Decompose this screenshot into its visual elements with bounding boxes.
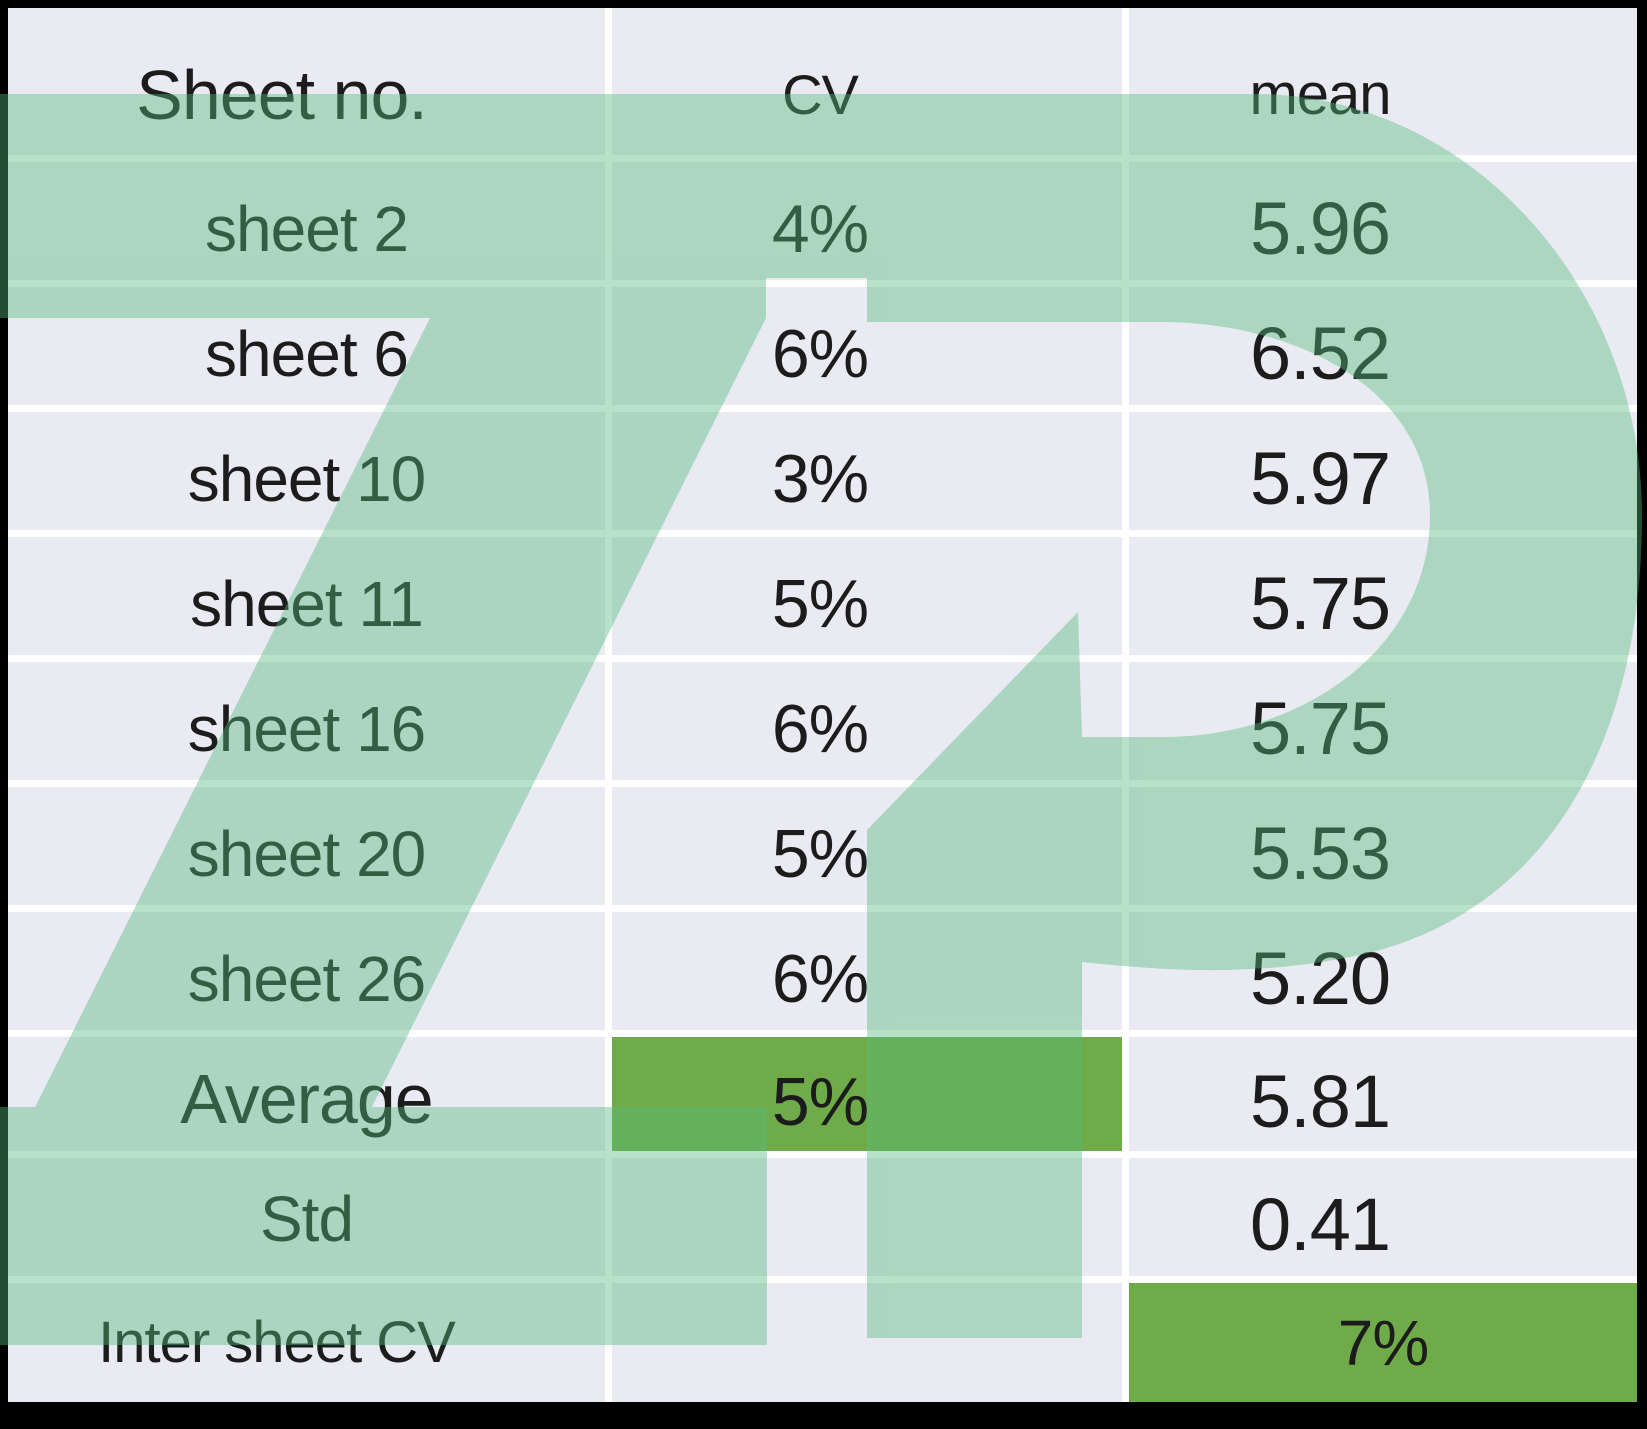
row-sheet26-label: sheet 26	[8, 912, 605, 1030]
header-sheet-no: Sheet no.	[8, 8, 605, 155]
row-average-mean: 5.81	[1129, 1037, 1637, 1151]
row-sheet2-cv: 4%	[612, 162, 1122, 280]
row-sheet20-cv: 5%	[612, 787, 1122, 905]
row-sheet10-label: sheet 10	[8, 412, 605, 530]
header-mean: mean	[1129, 8, 1637, 155]
row-intersheet-value-highlight: 7%	[1129, 1283, 1637, 1402]
header-cv: CV	[612, 8, 1122, 155]
row-sheet16-cv: 6%	[612, 662, 1122, 780]
results-table: Sheet no. CV mean sheet 2 4% 5.96 sheet …	[8, 8, 1637, 1402]
row-sheet11-mean: 5.75	[1129, 537, 1637, 655]
row-std-label: Std	[8, 1158, 605, 1276]
row-sheet16-label: sheet 16	[8, 662, 605, 780]
row-sheet2-label: sheet 2	[8, 162, 605, 280]
row-sheet26-cv: 6%	[612, 912, 1122, 1030]
row-intersheet-cv-empty	[612, 1283, 1122, 1402]
row-average-cv-highlight: 5%	[612, 1037, 1122, 1151]
row-std-cv-empty	[612, 1158, 1122, 1276]
row-sheet6-label: sheet 6	[8, 287, 605, 405]
row-average-label: Average	[8, 1037, 605, 1151]
row-sheet20-label: sheet 20	[8, 787, 605, 905]
row-sheet11-cv: 5%	[612, 537, 1122, 655]
row-std-mean: 0.41	[1129, 1158, 1637, 1276]
row-sheet26-mean: 5.20	[1129, 912, 1637, 1030]
row-sheet16-mean: 5.75	[1129, 662, 1637, 780]
row-sheet2-mean: 5.96	[1129, 162, 1637, 280]
row-sheet11-label: sheet 11	[8, 537, 605, 655]
row-sheet6-cv: 6%	[612, 287, 1122, 405]
row-sheet20-mean: 5.53	[1129, 787, 1637, 905]
row-sheet10-cv: 3%	[612, 412, 1122, 530]
row-intersheet-label: Inter sheet CV	[8, 1283, 605, 1402]
row-sheet10-mean: 5.97	[1129, 412, 1637, 530]
row-sheet6-mean: 6.52	[1129, 287, 1637, 405]
